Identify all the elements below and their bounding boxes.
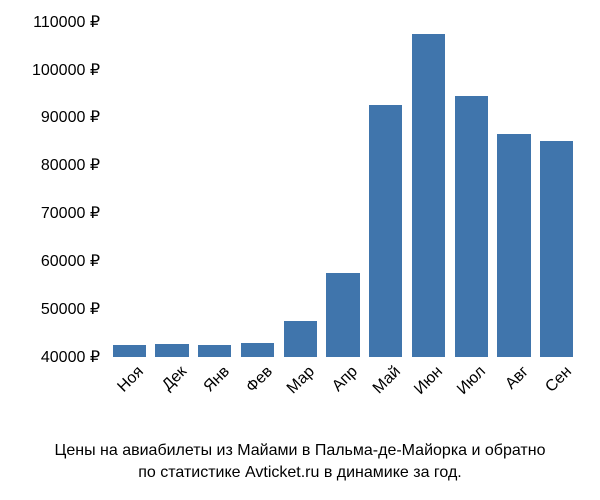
bar	[540, 141, 573, 357]
x-tick-label: Фев	[243, 363, 277, 397]
x-tick-label: Ноя	[115, 363, 148, 396]
bar	[241, 343, 274, 357]
x-tick-label: Апр	[329, 363, 362, 396]
bar	[326, 273, 359, 357]
y-tick-label: 70000 ₽	[41, 203, 108, 223]
y-tick-label: 40000 ₽	[41, 347, 108, 367]
x-tick-label: Дек	[159, 363, 191, 395]
y-tick-label: 80000 ₽	[41, 155, 108, 175]
x-tick-label: Май	[370, 363, 405, 398]
bar	[497, 134, 530, 357]
bar	[455, 96, 488, 357]
x-tick-label: Июн	[412, 363, 448, 399]
bar	[369, 105, 402, 357]
caption-line-2: по статистике Avticket.ru в динамике за …	[138, 464, 462, 481]
bar	[412, 34, 445, 357]
x-tick-label: Авг	[502, 363, 532, 393]
y-tick-label: 50000 ₽	[41, 299, 108, 319]
chart-caption: Цены на авиабилеты из Майами в Пальма-де…	[0, 440, 600, 483]
bar	[113, 345, 146, 357]
x-tick-label: Июл	[454, 363, 490, 399]
bar	[155, 344, 188, 357]
bar	[284, 321, 317, 357]
x-tick-label: Сен	[542, 363, 575, 396]
y-tick-label: 90000 ₽	[41, 107, 108, 127]
plot-area: 40000 ₽50000 ₽60000 ₽70000 ₽80000 ₽90000…	[108, 12, 578, 357]
caption-line-1: Цены на авиабилеты из Майами в Пальма-де…	[55, 442, 546, 459]
price-chart: 40000 ₽ 50000 ₽ 60000 ₽ 70000 ₽ 80000 ₽ 90000…	[0, 0, 600, 500]
y-tick-label: 110000 ₽	[33, 12, 108, 32]
bar	[198, 345, 231, 357]
x-tick-label: Янв	[200, 363, 233, 396]
y-tick-label: 60000 ₽	[41, 251, 108, 271]
y-tick-label: 100000 ₽	[32, 60, 108, 80]
x-tick-label: Мар	[284, 363, 319, 398]
